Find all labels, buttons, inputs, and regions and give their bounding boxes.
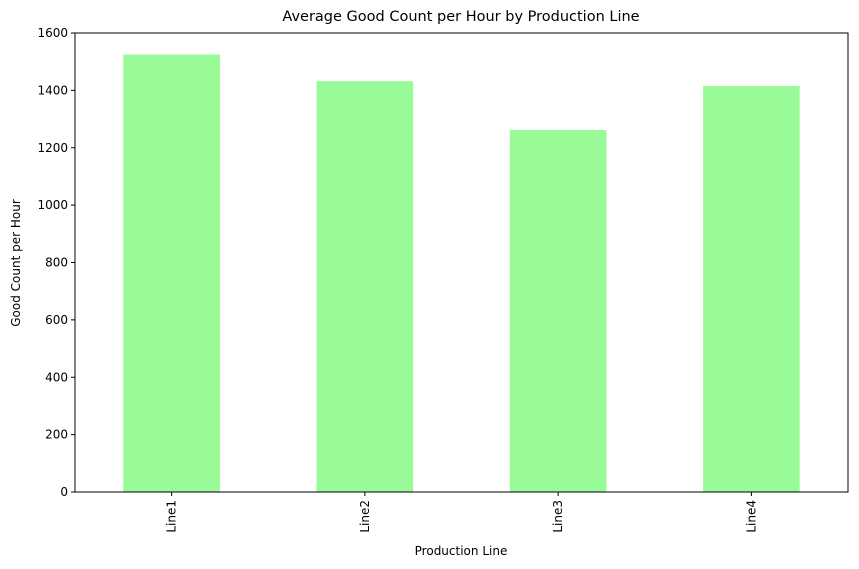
y-axis-label: Good Count per Hour <box>9 199 23 327</box>
x-tick-label: Line2 <box>358 500 372 533</box>
chart-title: Average Good Count per Hour by Productio… <box>282 9 639 25</box>
y-tick-label: 1400 <box>37 83 68 97</box>
bar-line4 <box>703 86 800 493</box>
y-tick-label: 1200 <box>37 141 68 155</box>
bar-line2 <box>316 81 414 492</box>
y-tick-label: 0 <box>60 485 68 499</box>
plot-frame <box>74 32 849 493</box>
x-tick-label: Line3 <box>551 500 565 533</box>
y-tick-label: 1600 <box>37 26 68 40</box>
bar-line3 <box>509 129 607 492</box>
y-tick-label: 600 <box>45 313 68 327</box>
x-tick-label: Line4 <box>744 500 758 533</box>
y-axis-ticks: 0 200 400 600 800 1000 1200 1400 1600 <box>37 26 75 499</box>
y-tick-label: 1000 <box>37 198 68 212</box>
bars-group <box>123 54 800 493</box>
y-tick-label: 200 <box>45 428 68 442</box>
x-axis-label: Production Line <box>415 544 508 558</box>
y-tick-label: 800 <box>45 256 68 270</box>
y-tick-label: 400 <box>45 370 68 384</box>
bar-line1 <box>123 54 220 492</box>
x-axis-ticks: Line1 Line2 Line3 Line4 <box>165 492 758 533</box>
x-tick-label: Line1 <box>165 500 179 533</box>
axes-frame <box>74 32 849 493</box>
